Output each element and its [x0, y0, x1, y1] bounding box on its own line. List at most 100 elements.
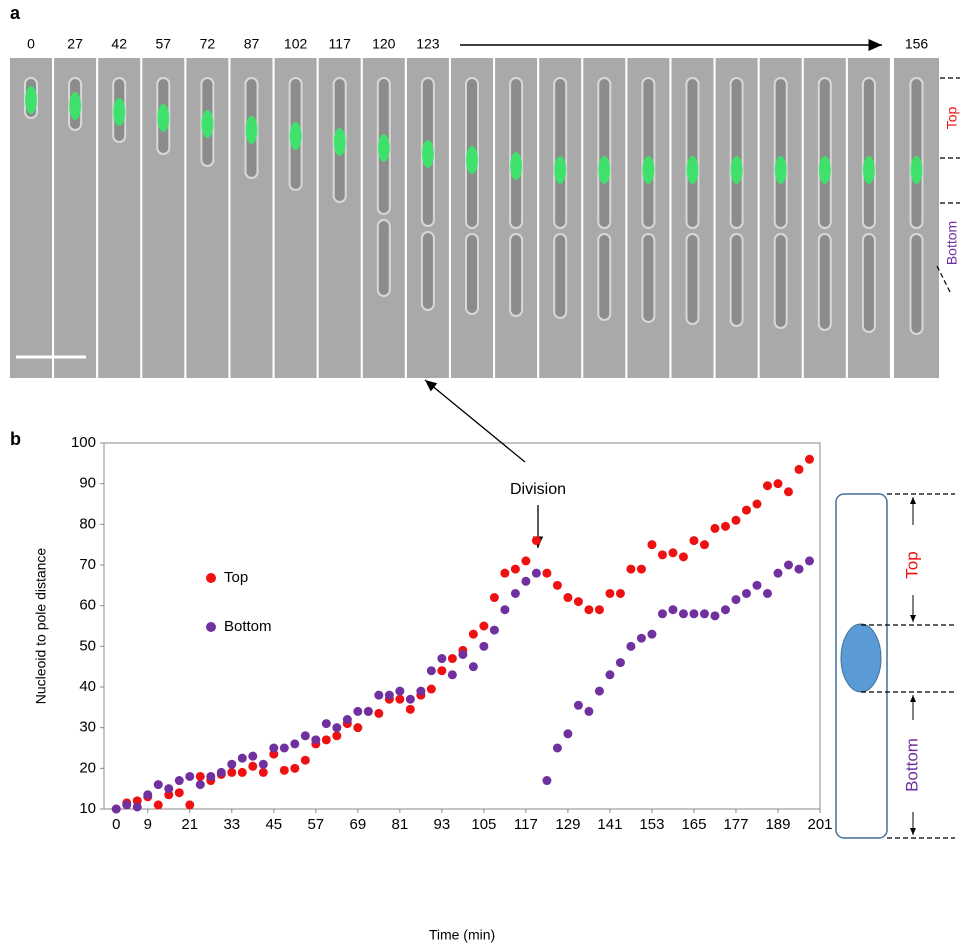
nucleoid	[69, 92, 82, 120]
x-tick-label: 45	[265, 816, 282, 833]
point	[657, 550, 667, 560]
point	[374, 690, 384, 700]
point	[143, 790, 153, 800]
point	[185, 771, 195, 781]
cell	[553, 77, 568, 229]
point	[741, 505, 751, 515]
x-tick-label: 117	[514, 816, 538, 833]
point	[237, 753, 247, 763]
cell	[909, 233, 924, 335]
time-label: 27	[67, 36, 83, 52]
point	[752, 580, 762, 590]
point	[542, 568, 552, 578]
point	[647, 629, 657, 639]
point	[521, 556, 531, 566]
legend-marker	[206, 622, 216, 632]
point	[279, 765, 289, 775]
point	[405, 704, 415, 714]
point	[531, 568, 541, 578]
point	[636, 633, 646, 643]
point	[542, 776, 552, 786]
point	[426, 666, 436, 676]
point	[762, 588, 772, 598]
point	[773, 568, 783, 578]
point	[573, 597, 583, 607]
point	[248, 761, 258, 771]
time-label: 57	[156, 36, 172, 52]
point	[363, 706, 373, 716]
point	[804, 454, 814, 464]
point	[164, 784, 174, 794]
point	[321, 719, 331, 729]
point	[447, 670, 457, 680]
panel-label: a	[10, 3, 21, 23]
point	[132, 802, 142, 812]
x-tick-label: 81	[392, 816, 409, 833]
nucleoid	[466, 146, 478, 174]
time-label: 156	[905, 36, 929, 52]
point	[741, 588, 751, 598]
point	[395, 686, 405, 696]
point	[111, 804, 121, 814]
point	[447, 654, 457, 664]
time-label: 102	[284, 36, 308, 52]
point	[153, 780, 163, 790]
point	[668, 605, 678, 615]
point	[216, 767, 226, 777]
y-tick-label: 20	[79, 759, 96, 776]
point	[395, 694, 405, 704]
panel-label: b	[10, 429, 21, 449]
point	[678, 609, 688, 619]
point	[195, 780, 205, 790]
point	[342, 715, 352, 725]
point	[227, 759, 237, 769]
y-tick-label: 90	[79, 475, 96, 492]
cell-outline	[835, 493, 888, 839]
point	[626, 641, 636, 651]
cell	[553, 233, 568, 319]
point	[311, 735, 321, 745]
point	[783, 560, 793, 570]
cell	[685, 233, 700, 325]
point	[699, 609, 709, 619]
point	[510, 588, 520, 598]
y-tick-label: 50	[79, 637, 96, 654]
x-tick-label: 9	[144, 816, 152, 833]
time-label: 123	[416, 36, 440, 52]
x-tick-label: 69	[349, 816, 366, 833]
point	[416, 686, 426, 696]
point	[794, 564, 804, 574]
nucleoid	[421, 140, 434, 168]
point	[153, 800, 163, 810]
point	[731, 595, 741, 605]
point	[195, 771, 205, 781]
y-tick-label: 100	[71, 434, 96, 451]
point	[500, 605, 510, 615]
cell	[773, 233, 788, 329]
cell	[641, 77, 656, 229]
nucleoid	[201, 110, 214, 138]
point	[573, 700, 583, 710]
nucleoid	[333, 128, 346, 156]
x-tick-label: 189	[765, 816, 790, 833]
side-label: Top	[944, 107, 960, 130]
point	[563, 729, 573, 739]
point	[804, 556, 814, 566]
point	[479, 641, 489, 651]
point	[552, 580, 562, 590]
time-label: 87	[244, 36, 260, 52]
point	[279, 743, 289, 753]
point	[332, 723, 342, 733]
point	[710, 523, 720, 533]
cell	[817, 233, 832, 331]
point	[248, 751, 258, 761]
nucleoid	[840, 623, 882, 693]
point	[489, 593, 499, 603]
x-tick-label: 33	[223, 816, 240, 833]
point	[258, 767, 268, 777]
y-tick-label: 70	[79, 556, 96, 573]
nucleoid	[598, 156, 611, 184]
cell	[773, 77, 788, 229]
time-label: 0	[27, 36, 35, 52]
